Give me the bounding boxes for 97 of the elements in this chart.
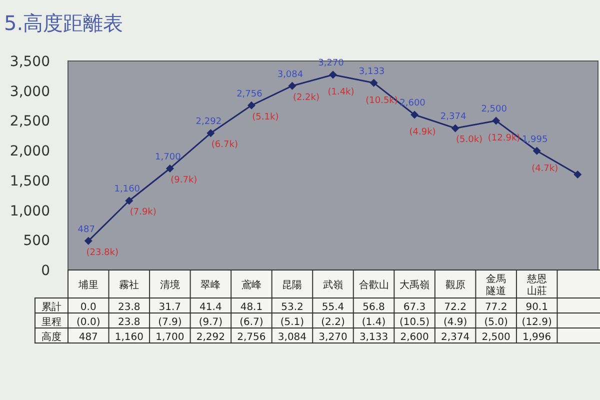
y-tick-label: 3,500 [10, 54, 50, 70]
point [451, 124, 460, 132]
annotation: (5.0k) [456, 135, 483, 146]
text: 1,700 [156, 332, 184, 343]
y-tick-label: 2,500 [10, 114, 50, 130]
y-tick-label: 1,000 [10, 203, 50, 220]
text: 3,270 [318, 332, 348, 343]
text: 23.8 [118, 302, 140, 313]
y-tick-label: 3,000 [10, 84, 50, 100]
point [166, 164, 174, 172]
annotation: (12.9k) [488, 134, 520, 144]
x-tick-label: 慈恩山莊 [526, 273, 547, 297]
point [574, 170, 582, 178]
text: 72.2 [444, 302, 466, 313]
text: 累計 [42, 301, 62, 313]
text: 77.2 [484, 302, 508, 313]
text: 1,996 [522, 332, 552, 343]
x-tick-label: 霧社 [119, 279, 140, 291]
y-tick-label: 500 [23, 233, 50, 250]
annotation: (6.7k) [211, 140, 238, 150]
text: 67.3 [403, 302, 426, 313]
x-tick-label: 昆陽 [282, 280, 302, 291]
y-tick-label: 1,500 [10, 173, 50, 190]
data-label: 2,292 [196, 117, 222, 128]
point [84, 236, 92, 245]
text: 23.8 [118, 317, 140, 328]
data-label: 3,133 [358, 66, 385, 77]
text: 55.4 [322, 302, 344, 313]
annotation: (10.5k) [366, 96, 398, 106]
point [125, 196, 134, 205]
x-tick-label: 清境 [160, 279, 180, 291]
text: 41.4 [200, 302, 222, 313]
data-label: 1,995 [522, 134, 548, 145]
text: (1.4) [362, 317, 386, 328]
x-tick-label: 鳶峰 [241, 279, 262, 291]
text: (6.7) [240, 317, 264, 328]
text: 3,084 [278, 332, 307, 343]
x-tick-label: 金馬隧道 [486, 273, 506, 297]
text: (9.7) [198, 317, 223, 328]
point [370, 78, 378, 87]
text: (5.0) [484, 317, 508, 328]
annotation: (5.1k) [252, 112, 279, 122]
text: (4.9) [443, 317, 468, 328]
point [532, 146, 541, 155]
point [247, 101, 256, 110]
annotation: (2.2k) [292, 92, 320, 103]
annotation: (4.9k) [409, 128, 436, 138]
x-tick-label: 翠峰 [200, 279, 221, 291]
text: 90.1 [526, 302, 548, 313]
text: (2.2) [321, 317, 345, 328]
text: 48.1 [240, 302, 263, 313]
text: (0.0) [76, 317, 100, 328]
point [492, 116, 500, 125]
point [410, 110, 419, 119]
text: (10.5) [400, 317, 430, 328]
y-tick-label: 0 [41, 263, 50, 279]
annotation: (9.7k) [170, 175, 198, 186]
annotation: (4.7k) [532, 164, 558, 174]
text: 2,500 [482, 332, 510, 343]
text: 2,374 [440, 332, 470, 343]
text: (12.9) [522, 317, 552, 328]
text: (7.9) [158, 317, 182, 328]
y-tick-label: 2,000 [10, 144, 50, 160]
text: 1,160 [114, 332, 144, 343]
text: 53.2 [281, 302, 304, 313]
data-label: 1,160 [114, 184, 140, 195]
text: 里程 [42, 317, 62, 328]
text: 0.0 [80, 302, 96, 313]
data-label: 3,270 [318, 58, 344, 69]
data-label: 1,700 [155, 152, 182, 162]
text: 487 [78, 332, 98, 343]
annotation: (23.8k) [86, 248, 119, 258]
x-tick-label: 埔里 [77, 279, 98, 291]
text: (5.1) [280, 317, 304, 328]
data-label: 2,374 [440, 112, 466, 122]
text: 31.7 [158, 302, 182, 313]
annotation: (7.9k) [130, 208, 156, 218]
data-label: 2,600 [400, 98, 426, 109]
data-label: 487 [78, 224, 95, 235]
point [206, 129, 215, 138]
annotation: (1.4k) [328, 88, 354, 98]
x-tick-label: 觀原 [445, 279, 466, 291]
data-label: 2,756 [236, 89, 263, 100]
text: 3,133 [359, 332, 388, 343]
data-label: 3,084 [277, 70, 304, 80]
chart-title: 5.高度距離表 [4, 11, 124, 35]
x-tick-label: 大禹嶺 [400, 279, 430, 291]
data-label: 2,500 [481, 104, 508, 115]
text: 2,600 [400, 332, 429, 343]
point [288, 82, 296, 90]
point [329, 70, 337, 79]
text: 高度 [42, 331, 62, 343]
x-tick-label: 合歡山 [358, 279, 389, 291]
text: 2,292 [196, 332, 226, 343]
text: 2,756 [237, 332, 266, 343]
text: 56.8 [362, 302, 385, 313]
x-tick-label: 武嶺 [323, 279, 343, 291]
